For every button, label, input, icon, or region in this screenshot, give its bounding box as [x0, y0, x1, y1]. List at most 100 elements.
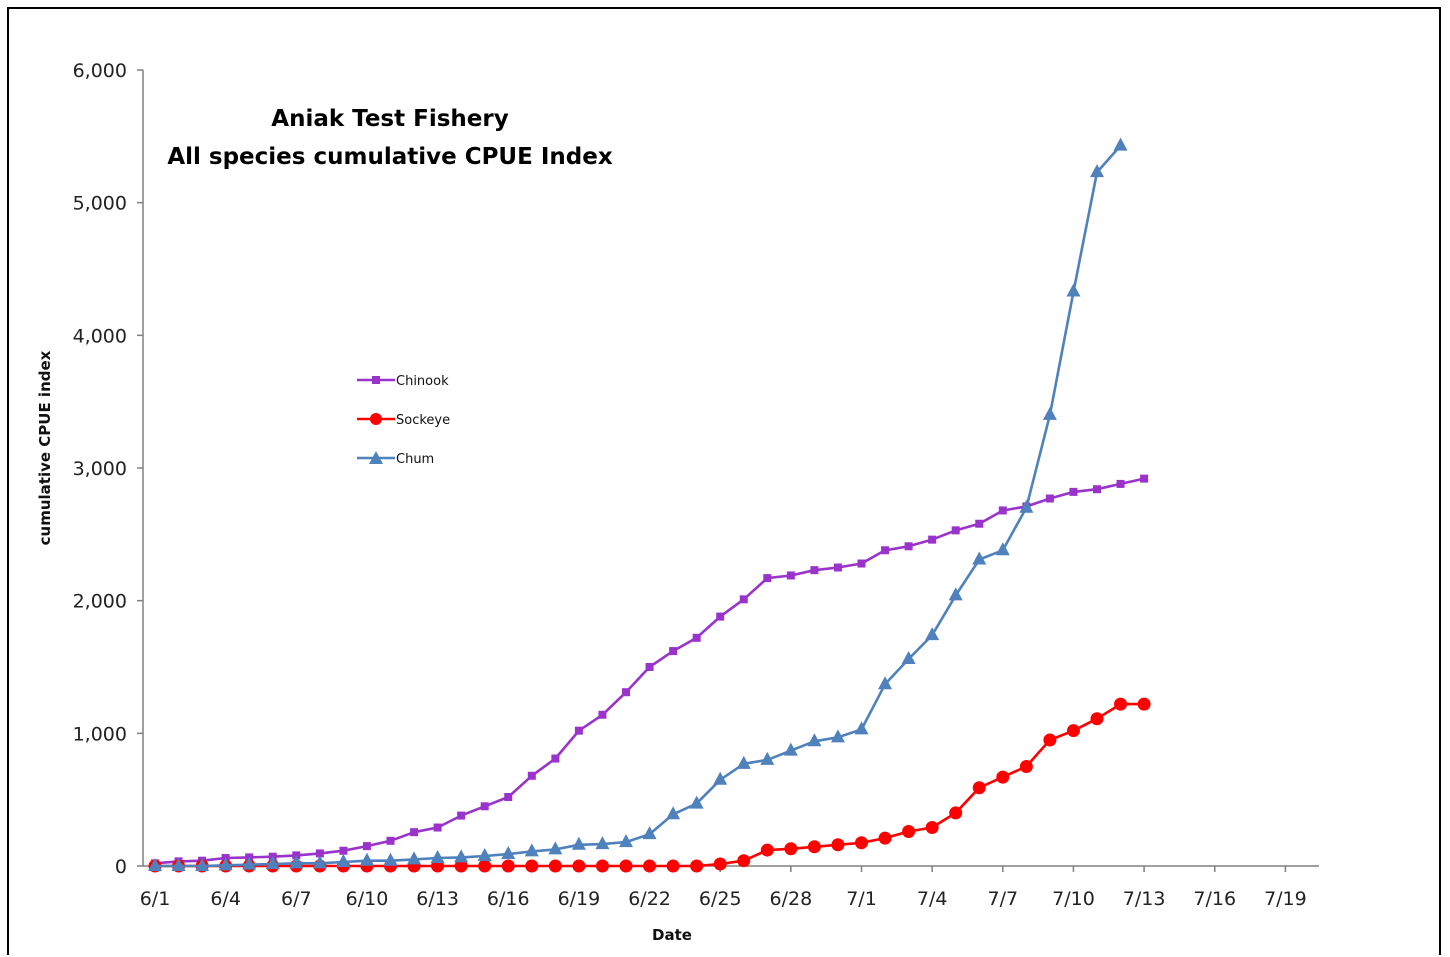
data-point-chum	[1019, 499, 1034, 513]
data-point-chum	[1042, 406, 1057, 420]
data-point-chum	[430, 850, 445, 864]
data-point-chum	[571, 836, 586, 850]
data-point-chum	[642, 826, 657, 840]
x-tick-label: 7/16	[1193, 888, 1236, 910]
data-point-chum	[195, 858, 210, 871]
data-point-chum	[1090, 164, 1104, 178]
data-point-chinook	[1045, 494, 1054, 503]
y-ticks: 0 1,000 2,000 3,000 4,000 5,000 6,000	[73, 60, 143, 878]
data-point-chinook	[857, 559, 866, 568]
legend-marker-sockeye	[370, 413, 382, 425]
data-point-sockeye	[807, 840, 821, 854]
data-point-chinook	[998, 506, 1007, 515]
data-point-chum	[760, 751, 775, 765]
data-point-sockeye	[1066, 724, 1080, 738]
legend-label-sockeye: Sockeye	[396, 413, 450, 428]
y-tick-label: 0	[115, 856, 127, 878]
data-point-chinook	[457, 811, 466, 820]
data-point-chinook	[410, 828, 419, 837]
data-point-chum	[148, 858, 162, 871]
series-chinook	[151, 474, 1149, 868]
data-point-sockeye	[478, 859, 492, 873]
data-point-chinook	[669, 647, 678, 656]
data-point-sockeye	[643, 859, 657, 873]
legend-item-chum: Chum	[357, 451, 434, 467]
data-point-chinook	[1069, 487, 1078, 496]
data-point-chum	[171, 858, 186, 871]
data-point-chum	[689, 795, 704, 809]
data-point-chum	[383, 852, 398, 866]
data-point-chum	[595, 836, 610, 850]
data-point-chinook	[739, 595, 748, 604]
data-point-chum	[501, 846, 516, 860]
data-point-sockeye	[878, 831, 892, 845]
chart-frame	[7, 7, 1441, 955]
data-point-chum	[830, 729, 845, 743]
data-point-chum	[1113, 137, 1128, 151]
data-point-chinook	[362, 842, 371, 851]
data-point-chum	[666, 806, 681, 820]
x-tick-label: 6/1	[140, 888, 171, 910]
legend-marker-chinook	[372, 376, 380, 384]
data-point-sockeye	[1019, 760, 1033, 773]
data-point-chinook	[810, 566, 819, 575]
data-point-chum	[901, 651, 916, 665]
data-point-sockeye	[666, 859, 680, 873]
data-point-chum	[359, 852, 374, 866]
data-point-chum	[265, 856, 280, 870]
data-point-chinook	[1093, 485, 1101, 494]
data-point-chinook	[975, 519, 984, 528]
data-point-sockeye	[949, 806, 963, 820]
x-tick-label: 6/7	[281, 888, 312, 910]
data-point-chinook	[527, 771, 536, 780]
x-tick-label: 6/19	[558, 888, 601, 910]
data-point-sockeye	[525, 859, 539, 873]
data-point-chum	[477, 848, 492, 862]
data-point-chinook	[928, 535, 937, 544]
y-tick-label: 6,000	[73, 60, 127, 82]
data-point-chinook	[622, 688, 630, 697]
data-point-chinook	[951, 526, 960, 535]
data-point-chum	[995, 542, 1010, 556]
data-point-sockeye	[902, 825, 916, 839]
data-point-chinook	[315, 849, 324, 858]
data-point-chum	[948, 587, 963, 601]
series-chum	[148, 137, 1128, 871]
legend-item-sockeye: Sockeye	[357, 413, 450, 428]
x-tick-label: 7/4	[917, 888, 948, 910]
legend-marker-chum	[369, 451, 383, 464]
data-point-chum	[925, 627, 940, 641]
data-point-chum	[1066, 283, 1081, 297]
data-point-chinook	[716, 612, 725, 621]
data-point-chinook	[504, 793, 513, 802]
data-point-sockeye	[690, 859, 704, 873]
data-point-chinook	[574, 726, 583, 735]
data-point-chinook	[692, 633, 701, 642]
data-point-chinook	[598, 710, 607, 719]
x-tick-label: 6/28	[770, 888, 813, 910]
x-tick-label: 7/10	[1052, 888, 1095, 910]
data-point-sockeye	[501, 859, 515, 873]
y-tick-label: 3,000	[73, 458, 127, 480]
data-point-chinook	[1140, 474, 1149, 483]
x-tick-label: 6/16	[487, 888, 530, 910]
data-point-chum	[783, 742, 798, 756]
data-point-sockeye	[572, 859, 586, 873]
data-point-chinook	[645, 663, 654, 671]
data-point-sockeye	[454, 859, 468, 873]
data-point-chinook	[1116, 479, 1125, 488]
series-layer	[148, 137, 1151, 873]
data-point-sockeye	[925, 821, 939, 835]
data-point-sockeye	[972, 781, 986, 795]
series-sockeye	[148, 697, 1151, 873]
data-point-chum	[548, 841, 563, 855]
data-point-sockeye	[1137, 697, 1151, 711]
x-axis-title: Date	[652, 926, 692, 944]
data-point-sockeye	[737, 854, 751, 868]
data-point-chum	[619, 834, 633, 848]
y-tick-label: 2,000	[73, 591, 127, 613]
data-point-chum	[807, 733, 822, 747]
data-point-sockeye	[784, 842, 798, 856]
data-point-chum	[524, 843, 539, 857]
